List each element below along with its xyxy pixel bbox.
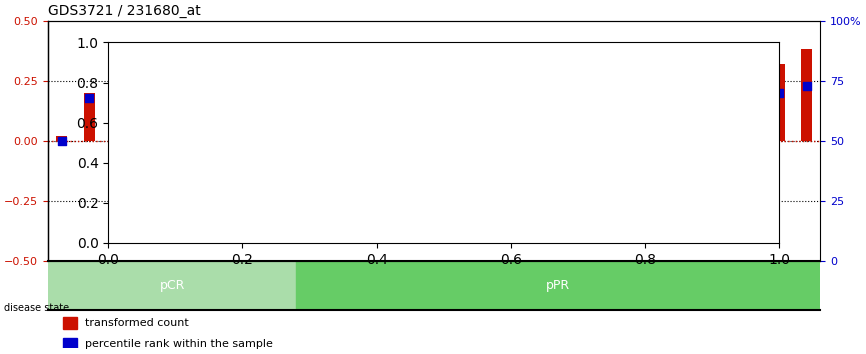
Text: pPR: pPR bbox=[546, 279, 571, 292]
Point bbox=[275, 102, 289, 108]
Point bbox=[303, 107, 317, 113]
Bar bbox=[470, 141, 481, 209]
Point bbox=[55, 138, 68, 144]
Point bbox=[552, 172, 565, 177]
Text: pCR: pCR bbox=[159, 279, 184, 292]
Point bbox=[662, 126, 675, 132]
Bar bbox=[636, 141, 647, 201]
Bar bbox=[63, 338, 77, 350]
Text: transformed count: transformed count bbox=[85, 318, 189, 328]
Point bbox=[607, 109, 621, 115]
Bar bbox=[305, 100, 315, 141]
Bar bbox=[773, 64, 785, 141]
Point bbox=[110, 119, 124, 125]
Bar bbox=[580, 141, 591, 209]
Bar bbox=[84, 93, 95, 141]
Bar bbox=[526, 141, 536, 196]
Point bbox=[248, 196, 262, 201]
Point bbox=[800, 83, 814, 88]
Point bbox=[772, 90, 786, 96]
Point bbox=[165, 99, 179, 105]
Bar bbox=[333, 131, 343, 141]
Point bbox=[745, 78, 759, 84]
Bar bbox=[387, 102, 398, 141]
Point bbox=[579, 196, 593, 201]
Bar bbox=[249, 141, 261, 189]
Bar bbox=[194, 141, 205, 177]
Point bbox=[717, 109, 731, 115]
Point bbox=[359, 145, 372, 151]
Bar bbox=[139, 93, 150, 141]
Bar bbox=[56, 136, 68, 141]
Bar bbox=[663, 81, 675, 141]
Point bbox=[524, 189, 538, 194]
Bar bbox=[48, 261, 296, 309]
Point bbox=[331, 133, 345, 139]
Bar bbox=[746, 86, 757, 141]
Bar bbox=[608, 88, 619, 141]
Text: GDS3721 / 231680_at: GDS3721 / 231680_at bbox=[48, 4, 201, 18]
Bar bbox=[359, 141, 371, 155]
Point bbox=[469, 196, 482, 201]
Bar bbox=[277, 50, 288, 141]
Bar bbox=[112, 105, 122, 141]
Point bbox=[689, 102, 703, 108]
Text: percentile rank within the sample: percentile rank within the sample bbox=[85, 339, 273, 349]
Point bbox=[496, 196, 510, 201]
Text: disease state: disease state bbox=[4, 303, 69, 313]
Point bbox=[414, 153, 428, 158]
Bar bbox=[415, 141, 426, 165]
Point bbox=[138, 104, 152, 110]
Point bbox=[634, 196, 648, 201]
Point bbox=[221, 158, 235, 163]
Point bbox=[386, 114, 400, 120]
Bar bbox=[443, 141, 454, 184]
Bar bbox=[222, 141, 233, 165]
Bar bbox=[801, 50, 812, 141]
Bar bbox=[719, 88, 729, 141]
Bar bbox=[498, 141, 508, 189]
Bar bbox=[691, 98, 701, 141]
Point bbox=[82, 95, 96, 101]
Bar bbox=[166, 88, 178, 141]
Bar bbox=[553, 141, 564, 189]
Bar bbox=[63, 317, 77, 329]
Bar bbox=[296, 261, 820, 309]
Point bbox=[441, 174, 455, 180]
Point bbox=[193, 167, 207, 173]
